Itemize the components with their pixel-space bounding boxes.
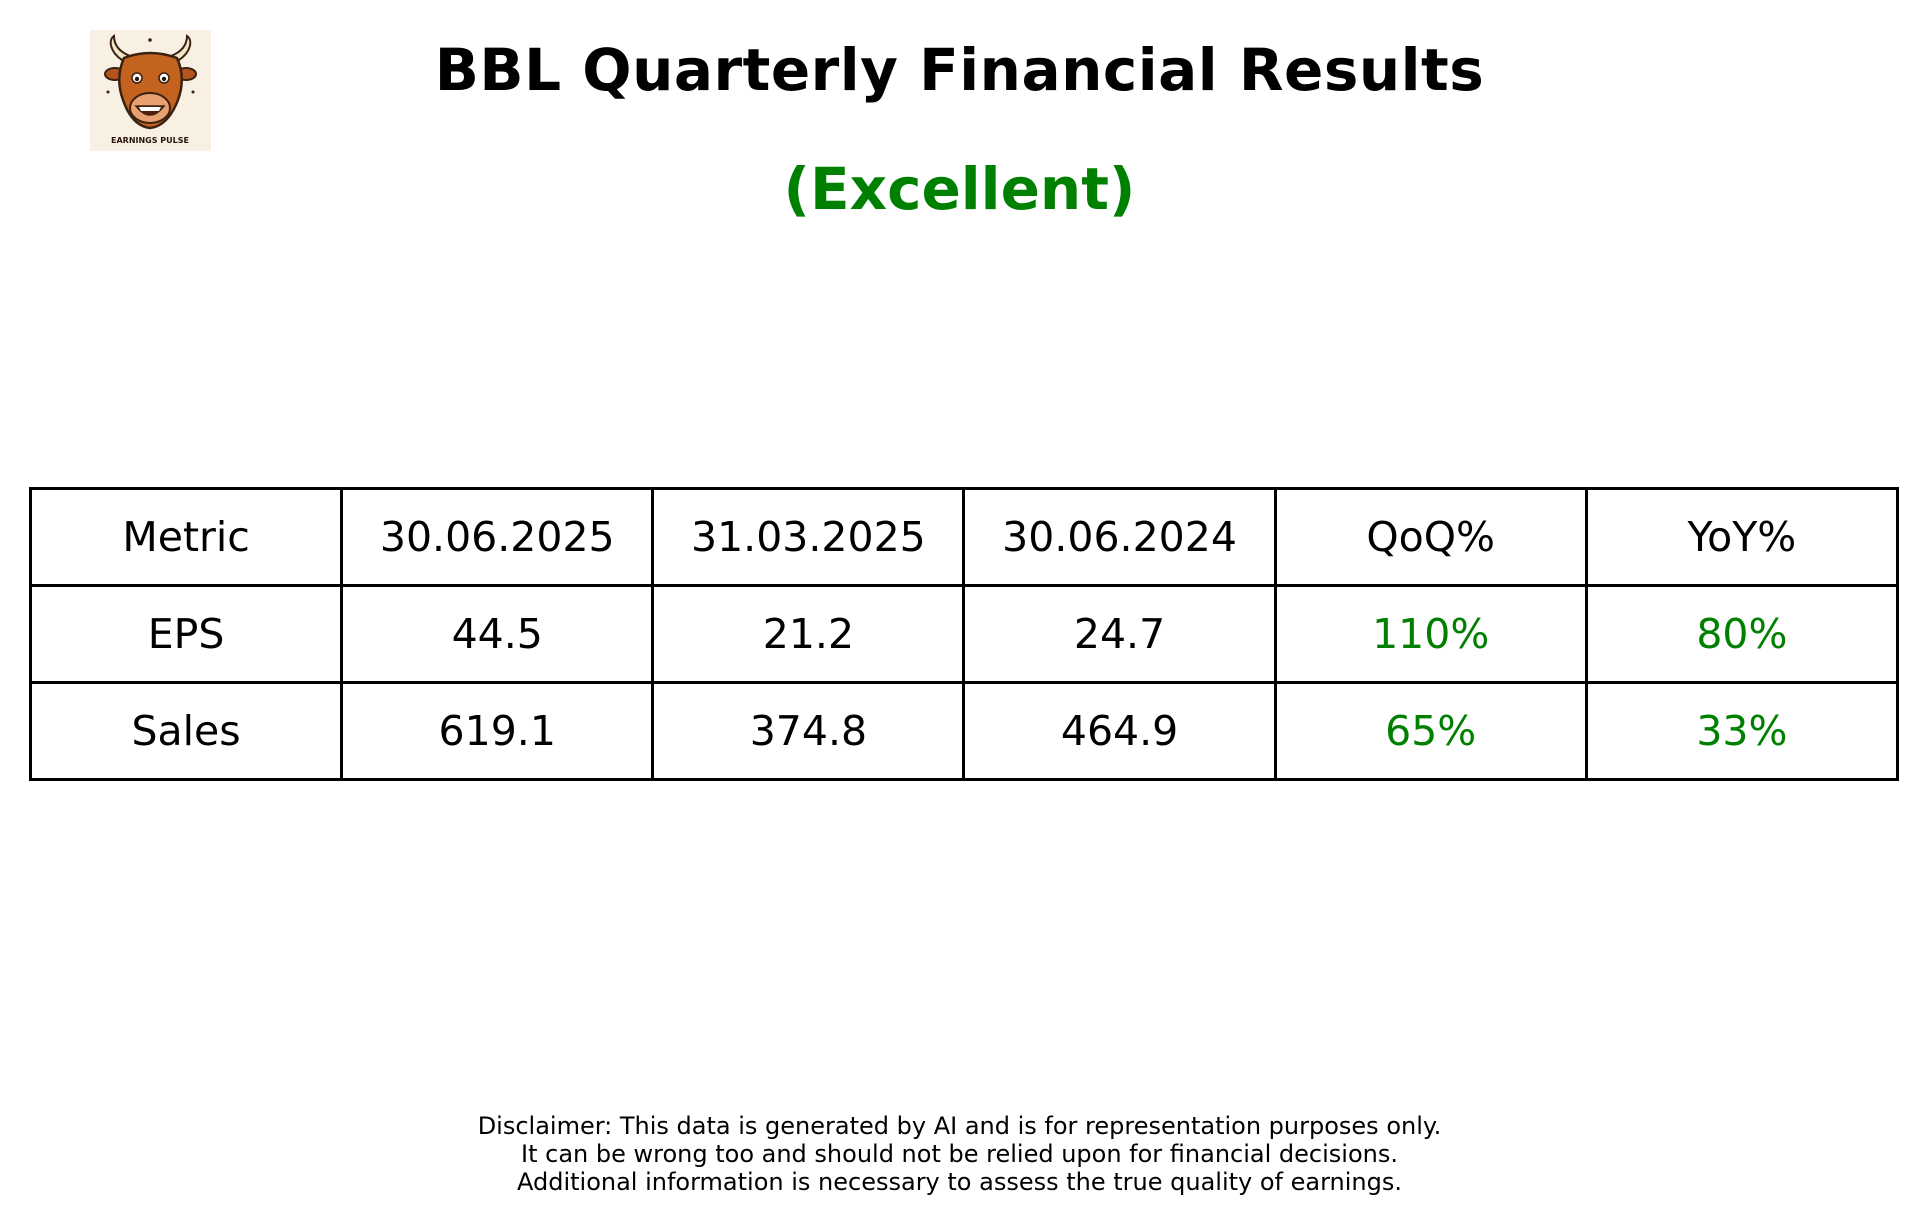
value-cell: 44.5 bbox=[340, 584, 655, 684]
table-header-row: Metric 30.06.2025 31.03.2025 30.06.2024 QoQ%… bbox=[28, 487, 1900, 587]
disclaimer-line: Disclaimer: This data is generated by AI… bbox=[477, 1112, 1442, 1140]
column-header: 31.03.2025 bbox=[651, 487, 966, 587]
logo-label: EARNINGS PULSE bbox=[111, 136, 189, 145]
value-cell: 374.8 bbox=[651, 681, 966, 781]
table-row: Sales 619.1 374.8 464.9 65% 33% bbox=[28, 681, 1900, 781]
bull-head-icon: EARNINGS PULSE bbox=[104, 34, 197, 145]
results-table: Metric 30.06.2025 31.03.2025 30.06.2024 QoQ%… bbox=[28, 487, 1900, 781]
table-row: EPS 44.5 21.2 24.7 110% 80% bbox=[28, 584, 1900, 684]
change-cell: 33% bbox=[1584, 681, 1900, 781]
earnings-pulse-logo: EARNINGS PULSE bbox=[90, 30, 211, 151]
change-cell: 65% bbox=[1273, 681, 1588, 781]
value-cell: 21.2 bbox=[651, 584, 966, 684]
disclaimer-line: It can be wrong too and should not be re… bbox=[521, 1140, 1398, 1168]
change-cell: 110% bbox=[1273, 584, 1588, 684]
rating-label: (Excellent) bbox=[783, 155, 1136, 223]
change-cell: 80% bbox=[1584, 584, 1900, 684]
disclaimer-line: Additional information is necessary to a… bbox=[516, 1168, 1402, 1196]
value-cell: 619.1 bbox=[340, 681, 655, 781]
disclaimer: Disclaimer: This data is generated by AI… bbox=[0, 1112, 1919, 1196]
page-title: BBL Quarterly Financial Results bbox=[434, 36, 1485, 104]
metric-cell: EPS bbox=[28, 584, 344, 684]
column-header: 30.06.2024 bbox=[962, 487, 1277, 587]
column-header: YoY% bbox=[1584, 487, 1900, 587]
value-cell: 24.7 bbox=[962, 584, 1277, 684]
metric-cell: Sales bbox=[28, 681, 344, 781]
column-header: QoQ% bbox=[1273, 487, 1588, 587]
value-cell: 464.9 bbox=[962, 681, 1277, 781]
column-header: Metric bbox=[28, 487, 344, 587]
column-header: 30.06.2025 bbox=[340, 487, 655, 587]
